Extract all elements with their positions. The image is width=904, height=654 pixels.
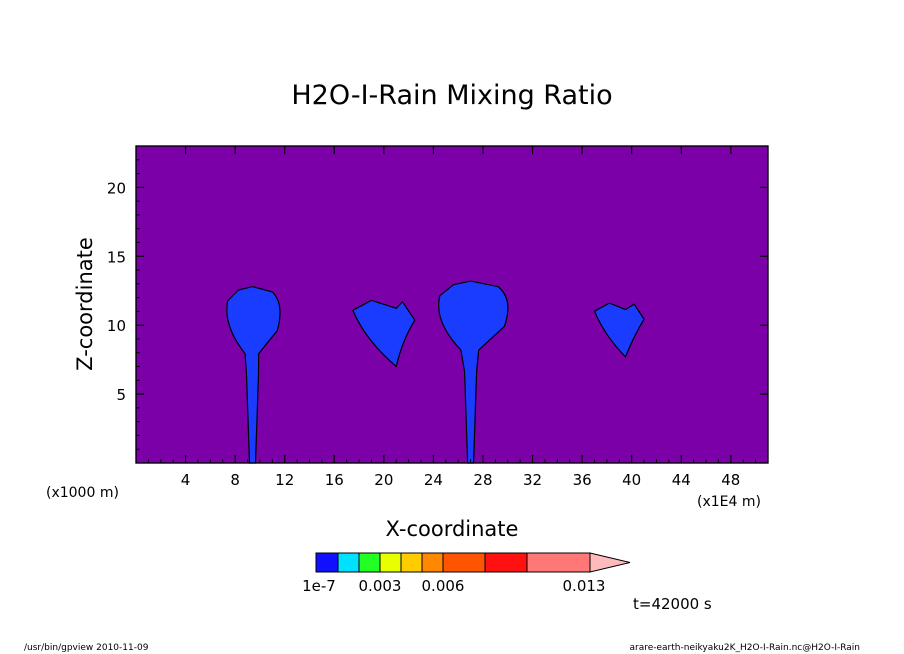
colorbar-extend-arrow — [589, 552, 631, 573]
x-tick-label: 28 — [473, 471, 492, 489]
x-axis-label: X-coordinate — [386, 517, 519, 541]
y-tick-label: 15 — [107, 248, 126, 266]
x-tick-label: 8 — [230, 471, 240, 489]
colorbar-swatch — [337, 552, 360, 573]
colorbar-swatch — [379, 552, 402, 573]
colorbar-swatch — [526, 552, 591, 573]
x-tick-label: 36 — [573, 471, 592, 489]
x-tick-label: 40 — [622, 471, 641, 489]
footer-right: arare-earth-neikyaku2K_H2O-I-Rain.nc@H2O… — [629, 643, 860, 653]
x-tick-label: 24 — [424, 471, 443, 489]
chart-title: H2O-I-Rain Mixing Ratio — [291, 80, 612, 111]
colorbar-swatch — [421, 552, 444, 573]
y-tick-label: 5 — [116, 386, 126, 404]
plot-area — [135, 145, 769, 464]
cloud-region-2 — [352, 299, 416, 368]
y-tick-label: 10 — [107, 317, 126, 335]
colorbar-tick-label: 1e-7 — [302, 577, 336, 595]
footer-left: /usr/bin/gpview 2010-11-09 — [24, 643, 149, 653]
y-tick-label: 20 — [107, 179, 126, 197]
time-label: t=42000 s — [633, 595, 712, 613]
cloud-region-1 — [226, 285, 281, 464]
colorbar-tick-label: 0.006 — [422, 577, 465, 595]
colorbar-tick-label: 0.013 — [563, 577, 606, 595]
y-axis-label: Z-coordinate — [73, 237, 97, 371]
x-tick-label: 44 — [672, 471, 691, 489]
colorbar-swatch — [315, 552, 339, 573]
x-tick-label: 48 — [721, 471, 740, 489]
cloud-region-3 — [438, 280, 509, 464]
x-tick-label: 20 — [374, 471, 393, 489]
cloud-region-4 — [593, 302, 645, 358]
x-axis: 4 8 12 16 20 24 28 32 36 40 44 48 — [147, 146, 757, 489]
x-tick-label: 4 — [181, 471, 191, 489]
colorbar-tick-label: 0.003 — [359, 577, 402, 595]
x-tick-label: 12 — [275, 471, 294, 489]
y-axis: 5 10 15 20 — [107, 159, 768, 450]
x-unit-left: (x1000 m) — [46, 485, 119, 501]
colorbar: 1e-7 0.003 0.006 0.013 — [302, 552, 631, 595]
x-unit-right: (x1E4 m) — [697, 494, 761, 510]
colorbar-swatch — [484, 552, 528, 573]
colorbar-swatch — [400, 552, 423, 573]
colorbar-swatch — [442, 552, 486, 573]
x-tick-label: 16 — [325, 471, 344, 489]
colorbar-swatch — [358, 552, 381, 573]
x-tick-label: 32 — [523, 471, 542, 489]
